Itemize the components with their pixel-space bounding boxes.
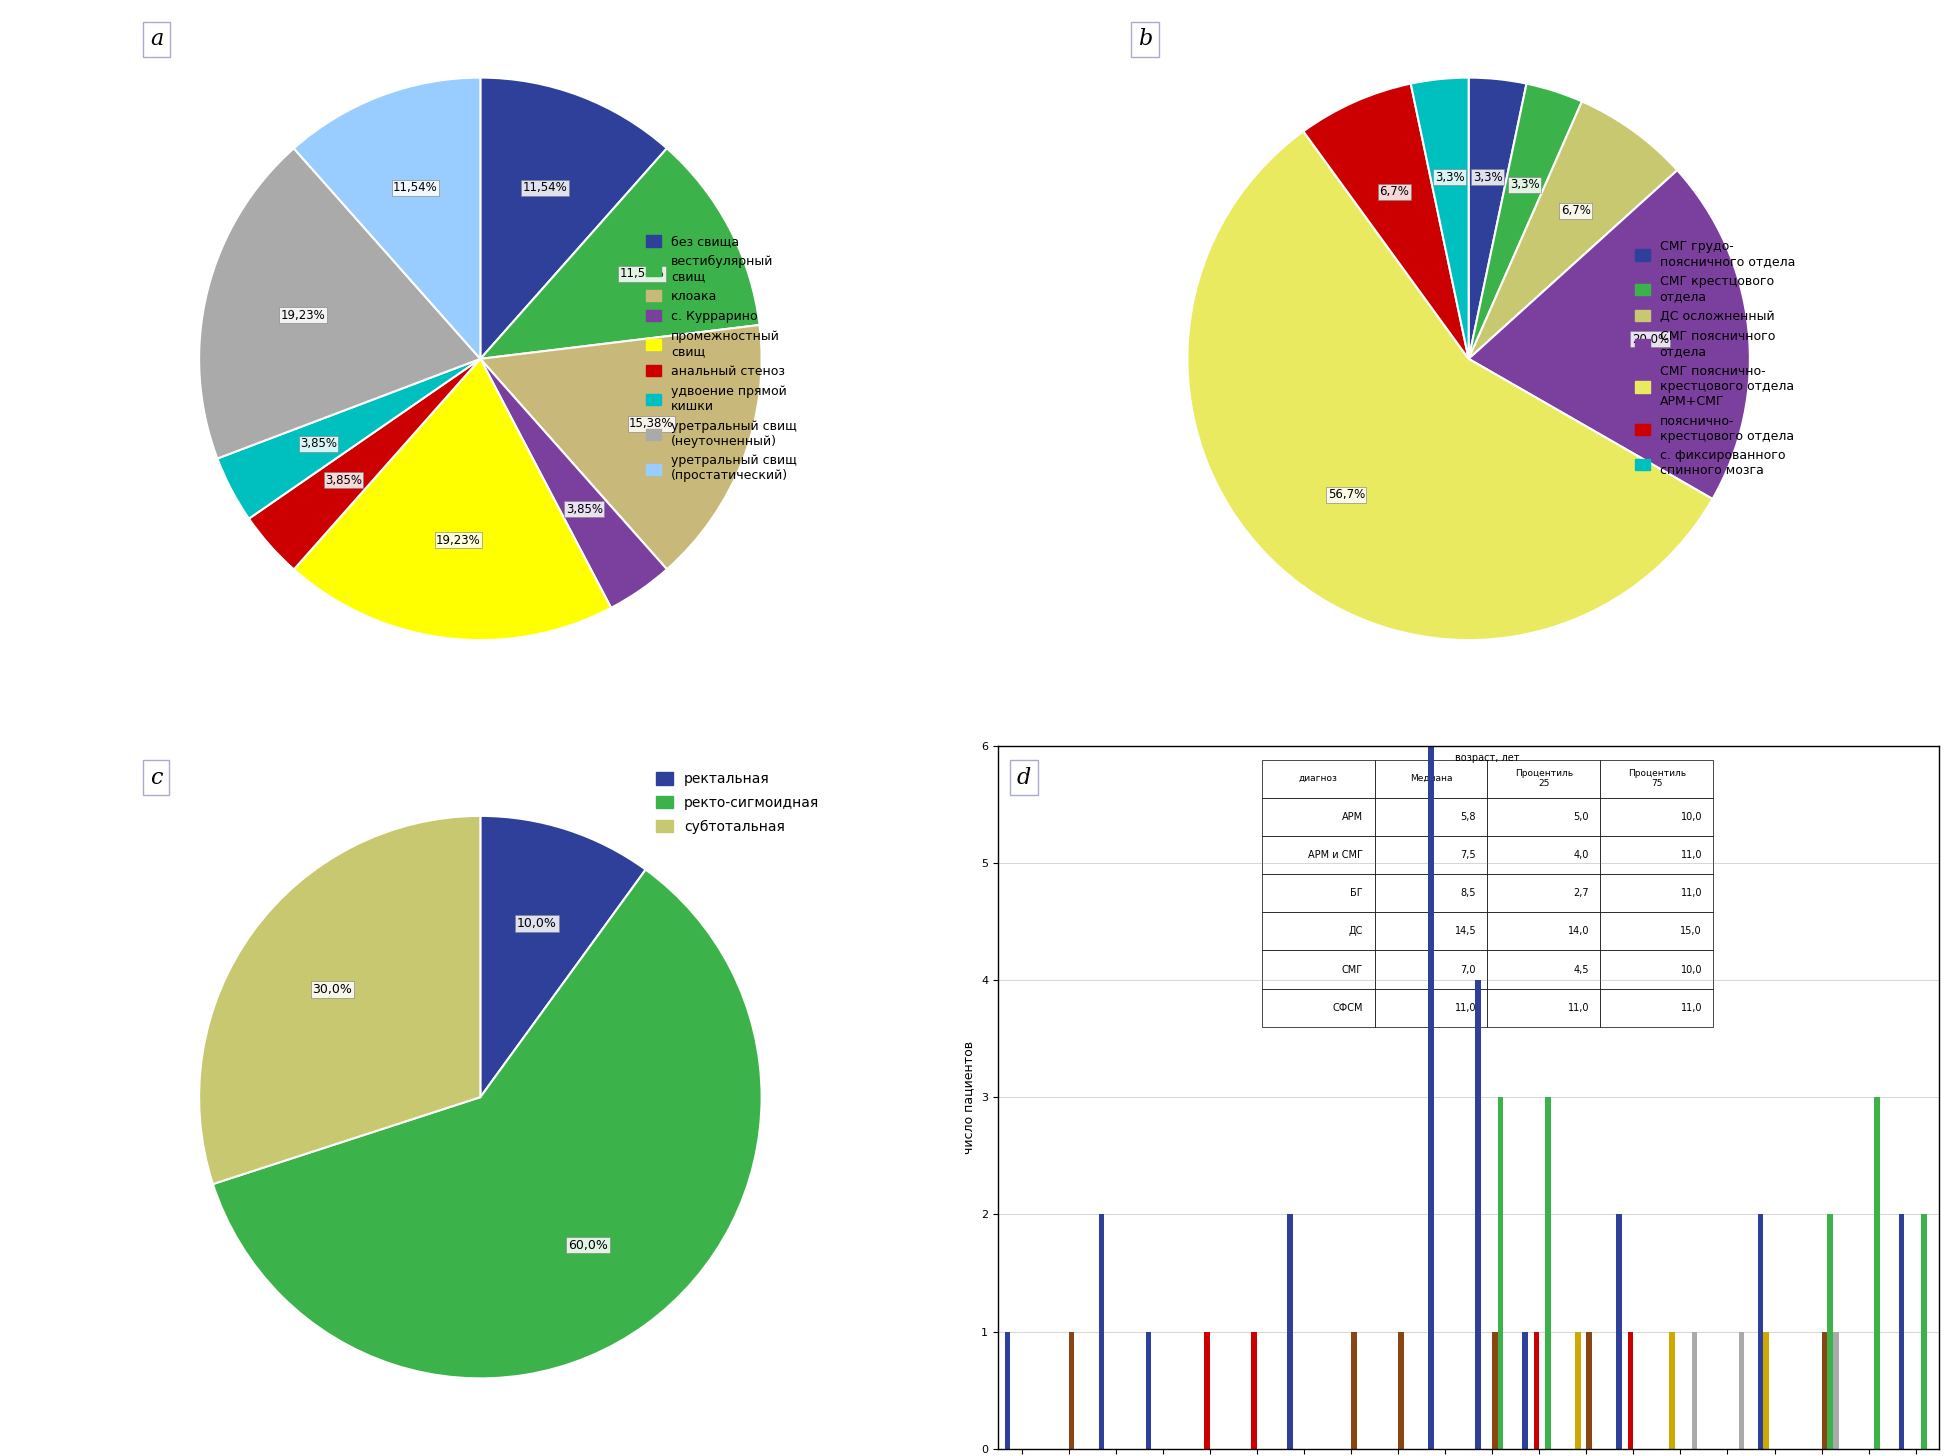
Bar — [1763, 1332, 1769, 1449]
Wedge shape — [1410, 77, 1469, 358]
Text: 11,54%: 11,54% — [619, 268, 664, 281]
Text: 3,85%: 3,85% — [565, 502, 602, 515]
Bar — [1545, 1098, 1551, 1449]
Text: b: b — [1138, 28, 1151, 51]
Text: 19,23%: 19,23% — [281, 309, 325, 322]
Legend: ректальная, ректо-сигмоидная, субтотальная: ректальная, ректо-сигмоидная, субтотальн… — [651, 767, 824, 839]
Wedge shape — [479, 149, 760, 358]
Bar — [1874, 1098, 1880, 1449]
Text: 30,0%: 30,0% — [312, 983, 353, 996]
Wedge shape — [1469, 102, 1677, 358]
Text: 56,7%: 56,7% — [1327, 488, 1364, 501]
Text: 3,3%: 3,3% — [1473, 170, 1502, 183]
Bar — [1757, 1214, 1763, 1449]
Bar — [1897, 1214, 1903, 1449]
Wedge shape — [218, 358, 479, 518]
Bar — [1921, 1214, 1927, 1449]
Bar — [1586, 1332, 1592, 1449]
Legend: аноректальные мальформации, сочетание АРМ и СМГ, болезнь Гиршпрунга, дермальный : аноректальные мальформации, сочетание АР… — [1944, 751, 1948, 874]
Wedge shape — [199, 815, 479, 1184]
Wedge shape — [294, 77, 479, 358]
Text: a: a — [150, 28, 164, 51]
Wedge shape — [1469, 83, 1582, 358]
Bar — [1574, 1332, 1580, 1449]
Bar — [1068, 1332, 1073, 1449]
Text: 10,0%: 10,0% — [516, 917, 557, 930]
Text: 19,23%: 19,23% — [436, 534, 481, 547]
Text: 11,54%: 11,54% — [393, 182, 438, 195]
Wedge shape — [199, 149, 479, 459]
Bar — [1533, 1332, 1539, 1449]
Text: 11,54%: 11,54% — [522, 182, 567, 195]
Bar — [1099, 1214, 1105, 1449]
Text: 60,0%: 60,0% — [567, 1239, 608, 1252]
Legend: СМГ грудо-
поясничного отдела, СМГ крестцового
отдела, ДС осложненный, СМГ поясн: СМГ грудо- поясничного отдела, СМГ крест… — [1629, 236, 1800, 482]
Bar — [1286, 1214, 1292, 1449]
Bar — [1145, 1332, 1151, 1449]
Bar — [1492, 1332, 1498, 1449]
Text: 3,85%: 3,85% — [300, 437, 337, 450]
Legend: без свища, вестибулярный
свищ, клоака, с. Куррарино, промежностный
свищ, анальны: без свища, вестибулярный свищ, клоака, с… — [641, 230, 803, 488]
Text: c: c — [150, 767, 162, 789]
Text: d: d — [1017, 767, 1030, 789]
Bar — [1251, 1332, 1256, 1449]
Bar — [1615, 1214, 1621, 1449]
Wedge shape — [479, 358, 666, 607]
Bar — [1521, 1332, 1527, 1449]
Bar — [1831, 1332, 1837, 1449]
Wedge shape — [1469, 77, 1525, 358]
Wedge shape — [1469, 170, 1749, 499]
Wedge shape — [1186, 131, 1712, 641]
Bar — [1827, 1214, 1831, 1449]
Wedge shape — [294, 358, 612, 641]
Text: 3,3%: 3,3% — [1510, 178, 1539, 191]
Bar — [1003, 1332, 1009, 1449]
Text: 6,7%: 6,7% — [1560, 204, 1590, 217]
Wedge shape — [479, 815, 645, 1098]
Bar — [1498, 1098, 1502, 1449]
Text: 3,85%: 3,85% — [325, 473, 362, 486]
Bar — [1428, 745, 1434, 1449]
Text: 3,3%: 3,3% — [1434, 170, 1463, 183]
Wedge shape — [249, 358, 479, 569]
Bar — [1350, 1332, 1356, 1449]
Text: 20,0%: 20,0% — [1630, 333, 1667, 347]
Bar — [1397, 1332, 1403, 1449]
Bar — [1627, 1332, 1632, 1449]
Bar — [1204, 1332, 1210, 1449]
Y-axis label: число пациентов: число пациентов — [962, 1041, 976, 1153]
Bar — [1475, 980, 1480, 1449]
Bar — [1738, 1332, 1743, 1449]
Bar — [1667, 1332, 1673, 1449]
Wedge shape — [479, 325, 762, 569]
Text: 6,7%: 6,7% — [1379, 185, 1408, 198]
Bar — [1691, 1332, 1697, 1449]
Bar — [1821, 1332, 1827, 1449]
Wedge shape — [1303, 83, 1469, 358]
Wedge shape — [212, 869, 762, 1379]
Text: 15,38%: 15,38% — [629, 418, 674, 430]
Text: возраст, лет: возраст, лет — [1455, 753, 1519, 763]
Wedge shape — [479, 77, 666, 358]
